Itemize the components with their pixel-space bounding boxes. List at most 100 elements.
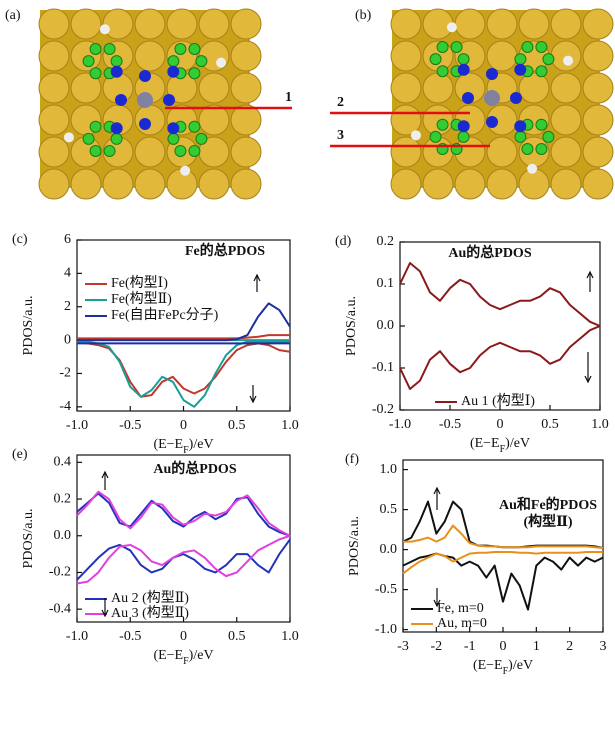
carbon-atom bbox=[104, 146, 115, 157]
carbon-atom bbox=[175, 43, 186, 54]
gold-atom bbox=[39, 137, 69, 167]
panel: (f)Au和Fe的PDOS(构型Ⅱ)1.00.50.0-0.5-1.0-3-2-… bbox=[345, 452, 607, 677]
y-tick-label: 0.1 bbox=[377, 276, 395, 291]
carbon-atom bbox=[536, 41, 547, 52]
carbon-atom bbox=[189, 121, 200, 132]
gold-atom bbox=[231, 73, 261, 103]
gold-atom bbox=[551, 9, 581, 39]
gold-atom bbox=[455, 169, 485, 199]
x-tick-label: -1.0 bbox=[389, 417, 411, 432]
gold-atom bbox=[39, 105, 69, 135]
gold-atom bbox=[199, 9, 229, 39]
carbon-atom bbox=[90, 121, 101, 132]
series-line bbox=[403, 554, 603, 610]
x-axis-label-part: (E−E bbox=[153, 648, 183, 663]
x-tick-label: 0 bbox=[500, 639, 507, 654]
gold-atom bbox=[39, 41, 69, 71]
carbon-atom bbox=[515, 131, 526, 142]
series-line bbox=[400, 326, 600, 389]
gold-atom bbox=[551, 41, 581, 71]
x-axis-label: (E−EF)/eV bbox=[153, 648, 213, 667]
y-tick-label: 0.0 bbox=[54, 528, 72, 543]
x-tick-label: 1 bbox=[533, 639, 540, 654]
nitrogen-atom bbox=[462, 92, 474, 104]
carbon-atom bbox=[515, 54, 526, 65]
panel-title: Au的总PDOS bbox=[448, 244, 531, 261]
x-tick-label: 3 bbox=[600, 639, 607, 654]
gold-atom bbox=[551, 73, 581, 103]
legend-label: Fe(构型Ⅱ) bbox=[111, 291, 172, 307]
gold-atom bbox=[39, 169, 69, 199]
gold-atom bbox=[423, 105, 453, 135]
hydrogen-atom bbox=[447, 22, 457, 32]
gold-atom bbox=[231, 169, 261, 199]
hydrogen-atom bbox=[411, 130, 421, 140]
carbon-atom bbox=[543, 131, 554, 142]
carbon-atom bbox=[83, 56, 94, 67]
x-tick-label: 0 bbox=[497, 417, 504, 432]
carbon-atom bbox=[168, 56, 179, 67]
x-axis-label-part: (E−E bbox=[153, 437, 183, 452]
x-tick-label: -2 bbox=[430, 639, 442, 654]
carbon-atom bbox=[196, 133, 207, 144]
x-tick-label: 1.0 bbox=[281, 418, 299, 433]
gold-atom bbox=[583, 73, 613, 103]
gold-atom bbox=[135, 169, 165, 199]
y-tick-label: 0.5 bbox=[380, 502, 398, 517]
y-tick-label: -0.4 bbox=[49, 601, 71, 616]
nitrogen-atom bbox=[139, 70, 151, 82]
carbon-atom bbox=[189, 68, 200, 79]
gold-atom bbox=[519, 73, 549, 103]
image-label: (a) bbox=[5, 8, 21, 23]
x-tick-label: 0 bbox=[180, 629, 187, 644]
gold-atom bbox=[583, 137, 613, 167]
gold-atom bbox=[231, 9, 261, 39]
gold-atom bbox=[583, 9, 613, 39]
y-tick-label: -2 bbox=[59, 366, 71, 381]
y-tick-label: 0 bbox=[64, 332, 71, 347]
panel-title: Au和Fe的PDOS bbox=[499, 496, 597, 513]
x-tick-label: -1.0 bbox=[66, 418, 88, 433]
carbon-atom bbox=[175, 146, 186, 157]
nitrogen-atom bbox=[115, 94, 127, 106]
gold-atom bbox=[199, 73, 229, 103]
panel-title: Au的总PDOS bbox=[153, 460, 236, 477]
carbon-atom bbox=[90, 68, 101, 79]
series-line bbox=[77, 342, 290, 397]
gold-atom bbox=[391, 169, 421, 199]
y-tick-label: 0.4 bbox=[54, 455, 72, 470]
legend-label: Fe, m=0 bbox=[437, 601, 484, 616]
gold-atom bbox=[199, 105, 229, 135]
x-tick-label: -1 bbox=[464, 639, 476, 654]
y-axis-label: PDOS/a.u. bbox=[21, 509, 36, 569]
nitrogen-atom bbox=[167, 122, 179, 134]
hydrogen-atom bbox=[216, 58, 226, 68]
nitrogen-atom bbox=[510, 92, 522, 104]
gold-atom bbox=[455, 9, 485, 39]
hydrogen-atom bbox=[180, 166, 190, 176]
x-axis-label-part: )/eV bbox=[189, 437, 214, 452]
x-axis-label: (E−EF)/eV bbox=[153, 437, 213, 456]
image-label: (b) bbox=[355, 8, 372, 23]
gold-atom bbox=[423, 73, 453, 103]
x-tick-label: 2 bbox=[566, 639, 573, 654]
x-axis-label-part: )/eV bbox=[505, 436, 530, 451]
carbon-atom bbox=[90, 43, 101, 54]
gold-atom bbox=[135, 9, 165, 39]
series-line bbox=[403, 552, 603, 574]
gold-atom bbox=[391, 137, 421, 167]
gold-atom bbox=[71, 9, 101, 39]
y-tick-label: 6 bbox=[64, 232, 71, 247]
gold-atom bbox=[519, 9, 549, 39]
hydrogen-atom bbox=[563, 56, 573, 66]
nitrogen-atom bbox=[486, 68, 498, 80]
carbon-atom bbox=[83, 133, 94, 144]
plot-frame bbox=[400, 242, 600, 410]
gold-atom bbox=[551, 105, 581, 135]
nitrogen-atom bbox=[458, 64, 470, 76]
gold-atom bbox=[583, 169, 613, 199]
x-tick-label: 1.0 bbox=[281, 629, 299, 644]
gold-atom bbox=[71, 169, 101, 199]
gold-atom bbox=[231, 105, 261, 135]
panel-label: (f) bbox=[345, 452, 359, 467]
